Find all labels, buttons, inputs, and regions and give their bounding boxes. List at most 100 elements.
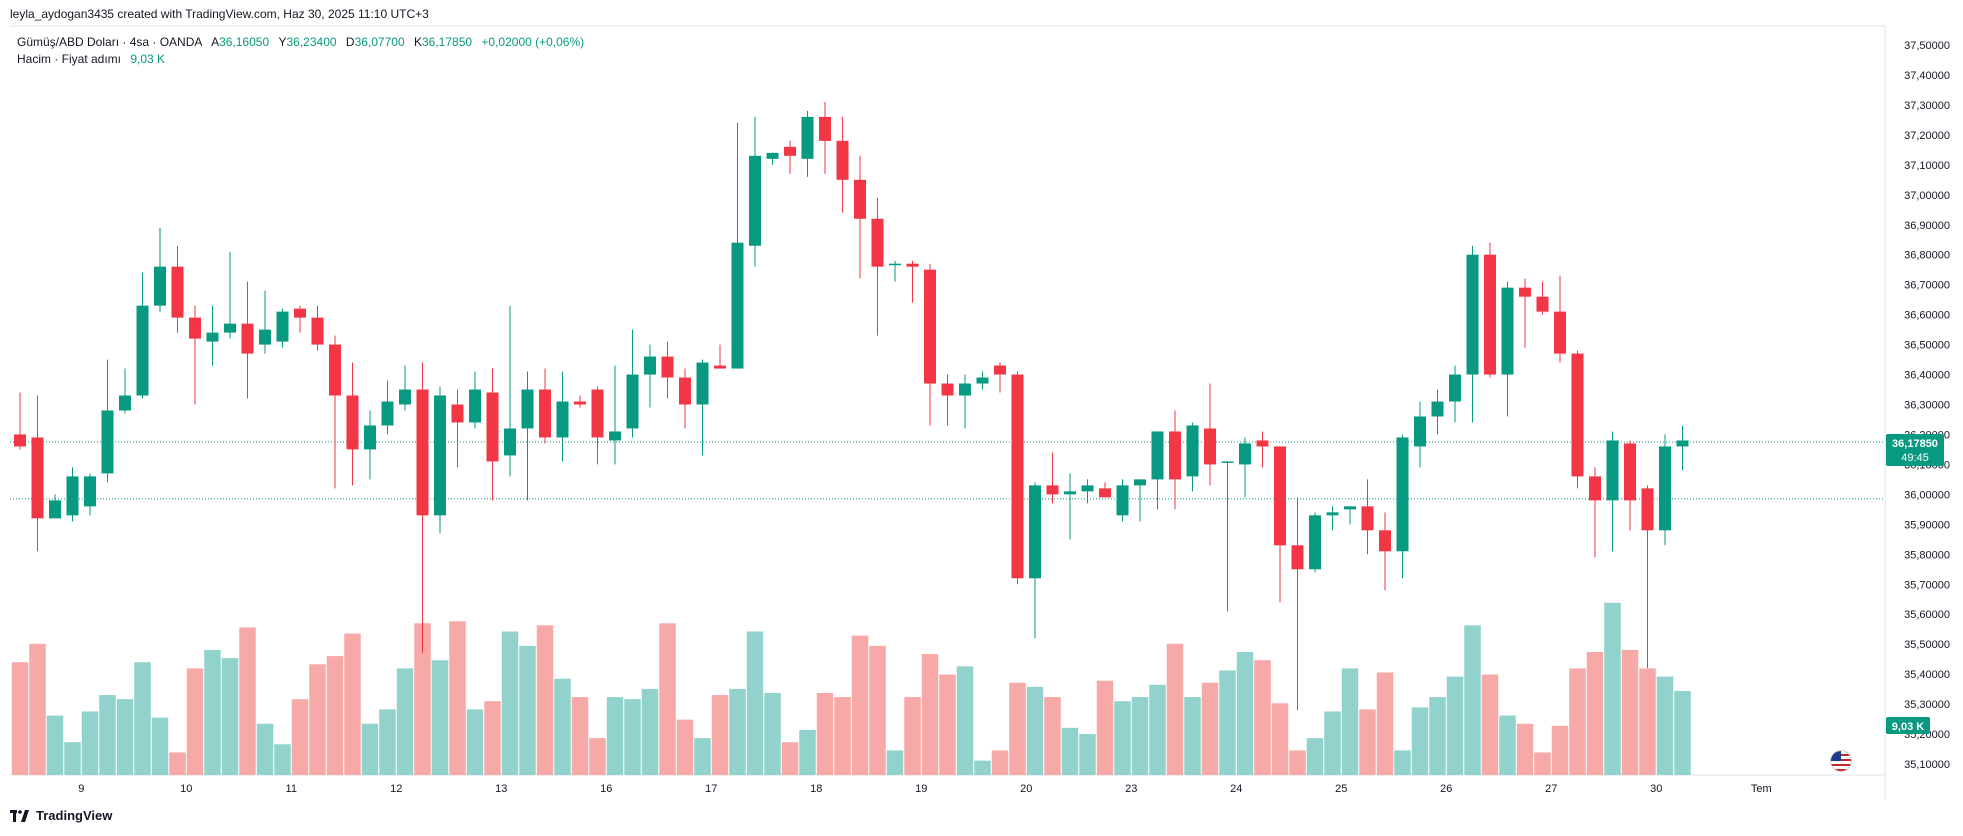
volume-bar	[344, 633, 361, 775]
volume-bar	[1674, 690, 1691, 775]
volume-bar	[904, 697, 921, 775]
price-axis-ticks[interactable]: 35,1000035,2000035,3000035,4000035,50000…	[1904, 40, 1950, 771]
volume-bar	[571, 697, 589, 775]
price-tick-label: 35,60000	[1904, 609, 1950, 621]
volume-bar	[921, 654, 939, 775]
volume-bar	[1499, 715, 1516, 775]
candle-body	[1081, 485, 1094, 492]
candle-body	[1204, 428, 1216, 465]
price-tick-label: 35,50000	[1904, 639, 1950, 651]
candle-body	[171, 266, 184, 318]
last-price-text: 36,17850	[1892, 438, 1938, 450]
volume-tag-text: 9,03 K	[1892, 721, 1924, 733]
candle-body	[224, 323, 236, 333]
candle-body	[574, 401, 586, 405]
candle-body	[1396, 437, 1409, 552]
volume-bar	[221, 658, 239, 775]
candle-body	[451, 404, 464, 423]
close-value: 36,17850	[422, 35, 473, 49]
candle-body	[504, 428, 516, 456]
attribution-text: leyla_aydogan3435 created with TradingVi…	[10, 7, 429, 21]
symbol-title[interactable]: Gümüş/ABD Doları · 4sa · OANDA	[17, 35, 202, 49]
volume-bar	[869, 645, 886, 775]
candle-body	[434, 395, 446, 516]
candle-body	[364, 425, 376, 450]
candle-body	[1186, 425, 1199, 477]
candle-body	[766, 152, 779, 159]
volume-bar	[1516, 723, 1534, 775]
candle-body	[469, 389, 481, 423]
volume-bar	[1044, 697, 1061, 775]
high-value: 36,23400	[286, 35, 337, 49]
candle-body	[836, 140, 849, 180]
us-flag-icon[interactable]	[1830, 750, 1852, 772]
volume-bar	[11, 662, 29, 775]
candle-body	[346, 395, 359, 450]
candle-body	[661, 356, 674, 378]
price-tick-label: 35,40000	[1904, 669, 1950, 681]
candle-body	[556, 401, 569, 438]
volume-bar	[956, 666, 974, 775]
volume-bar	[1376, 672, 1394, 775]
time-tick-label: 9	[78, 783, 84, 795]
volume-bar	[1131, 697, 1149, 775]
candle-body	[1046, 485, 1059, 495]
footer-brand[interactable]: TradingView	[10, 808, 112, 823]
price-tick-label: 35,70000	[1904, 579, 1950, 591]
volume-bar	[1184, 697, 1201, 775]
candle-body	[311, 317, 324, 345]
volume-bar	[834, 697, 851, 775]
volume-bar	[379, 709, 396, 775]
price-tick-label: 36,70000	[1904, 280, 1950, 292]
volume-bar	[781, 742, 799, 775]
open-value: 36,16050	[219, 35, 270, 49]
time-axis-ticks[interactable]: 9 10 11 12 13 16 17 18 19 20 23 24 25 26 27 30 Tem	[78, 783, 1771, 795]
candle-body	[591, 389, 604, 438]
candle-body	[276, 311, 289, 342]
candle-body	[1379, 530, 1391, 552]
volume-bar	[326, 656, 344, 775]
volume-bar	[1411, 707, 1429, 775]
time-tick-label: 10	[180, 783, 192, 795]
volume-indicator-label[interactable]: Hacim · Fiyat adımı	[17, 52, 122, 66]
volume-bar	[1254, 660, 1271, 775]
candle-body	[1239, 443, 1251, 465]
volume-bar	[1201, 682, 1219, 775]
candle-body	[1449, 374, 1461, 402]
volume-bar	[1009, 682, 1026, 775]
candle-body	[644, 356, 656, 375]
volume-bar	[1446, 676, 1464, 775]
close-label: K	[413, 35, 422, 49]
change-value: +0,02000 (+0,06%)	[481, 35, 585, 49]
candle-body	[1116, 485, 1129, 516]
candle-body	[1484, 254, 1496, 375]
high-label: Y	[278, 35, 287, 49]
candle-body	[784, 146, 796, 156]
candle-body	[486, 392, 499, 462]
last-price-tag-bg	[1886, 434, 1944, 466]
candle-body	[1344, 506, 1356, 510]
candle-body	[329, 344, 341, 396]
volume-bar	[466, 709, 484, 775]
candle-body	[1536, 296, 1549, 312]
price-tick-label: 36,50000	[1904, 340, 1950, 352]
price-tick-label: 36,40000	[1904, 370, 1950, 382]
candle-body	[1571, 353, 1584, 477]
candle-body	[539, 389, 551, 438]
candles	[14, 101, 1689, 711]
candle-body	[1589, 476, 1601, 501]
volume-bar	[256, 723, 274, 775]
volume-tag-bg	[1886, 717, 1930, 734]
candle-body	[1099, 488, 1111, 498]
legend-volume-row: Hacim · Fiyat adımı 9,03 K	[17, 51, 584, 68]
candle-body	[801, 116, 814, 159]
time-tick-label: 25	[1335, 783, 1347, 795]
volume-bar	[1429, 697, 1446, 775]
time-tick-label: 16	[600, 783, 612, 795]
candle-body	[1291, 545, 1304, 570]
volume-bar	[1464, 625, 1481, 775]
volume-bar	[396, 668, 414, 775]
volume-bar	[886, 750, 904, 775]
candle-body	[696, 362, 709, 405]
